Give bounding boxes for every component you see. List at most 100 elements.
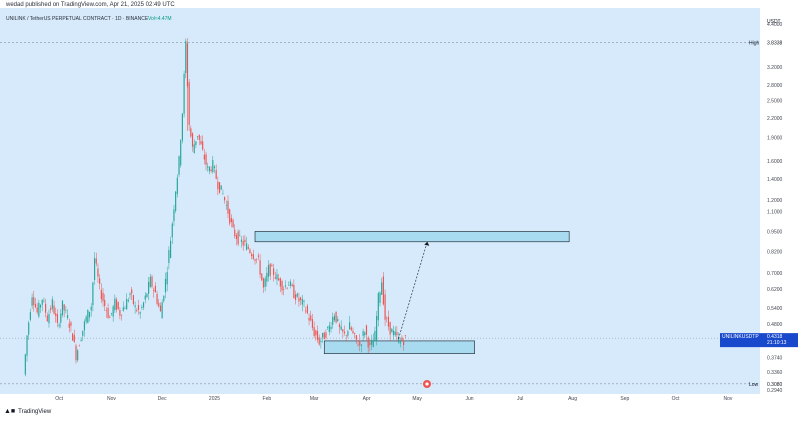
candle-body — [325, 332, 327, 338]
candle-body — [249, 249, 251, 253]
candle-body — [239, 235, 241, 236]
candle-body — [175, 191, 177, 211]
candle-body — [58, 324, 60, 327]
candle-body — [245, 243, 248, 250]
candle-body — [77, 350, 79, 361]
candle-body — [335, 311, 337, 323]
candle-body — [185, 40, 187, 74]
x-tick-label: Mar — [310, 396, 319, 402]
candle-body — [338, 324, 341, 328]
candle-body — [198, 134, 200, 140]
candle-body — [48, 314, 50, 324]
candle-body — [92, 282, 94, 306]
candle-body — [355, 335, 357, 340]
y-tick-label: 0.2940 — [767, 388, 783, 394]
candle-body — [286, 287, 288, 289]
candle-body — [200, 141, 202, 145]
candle-body — [60, 313, 62, 323]
candle-body — [195, 141, 197, 146]
candle-body — [283, 289, 285, 290]
candle-body — [306, 305, 308, 314]
tradingview-icon: ▲■ — [4, 408, 16, 415]
candle-body — [288, 285, 290, 286]
candle-body — [372, 339, 374, 348]
x-tick-label: Sep — [620, 396, 629, 402]
candle-body — [350, 327, 352, 331]
candle-body — [122, 307, 124, 311]
candle-body — [345, 335, 347, 336]
candle-body — [188, 82, 190, 125]
x-tick-label: May — [412, 396, 422, 402]
candle-body — [28, 322, 30, 335]
candle-body — [104, 299, 106, 306]
candle-body — [311, 319, 314, 328]
y-tick-label: 4.4000 — [767, 22, 783, 28]
plot-background — [0, 8, 760, 394]
candle-body — [257, 255, 259, 257]
candle-body — [68, 323, 70, 328]
y-tick-label: 1.6000 — [767, 159, 783, 165]
candle-body — [382, 276, 384, 305]
candle-body — [315, 330, 317, 336]
publish-header: wedad published on TradingView.com, Apr … — [0, 0, 800, 8]
candle-body — [343, 331, 346, 334]
candle-body — [274, 277, 276, 279]
price-chart[interactable]: UNILINK / TetherUS PERPETUAL CONTRACT · … — [0, 8, 800, 422]
candle-body — [313, 327, 315, 336]
candle-body — [82, 330, 84, 336]
projection-arrow-line — [398, 241, 428, 339]
candle-body — [296, 293, 298, 297]
candle-body — [269, 263, 271, 276]
candle-body — [401, 337, 403, 342]
candle-body — [207, 166, 209, 168]
candle-body — [225, 205, 227, 206]
y-tick-label: 1.9000 — [767, 136, 783, 142]
candle-body — [213, 166, 216, 169]
candle-body — [323, 332, 325, 340]
candle-body — [181, 113, 183, 141]
candle-body — [376, 316, 378, 341]
candle-body — [80, 340, 82, 341]
candle-body — [95, 258, 97, 264]
candle-body — [237, 231, 239, 245]
candle-body — [244, 239, 246, 243]
candle-body — [203, 154, 205, 160]
candle-body — [169, 240, 172, 258]
candle-body — [171, 223, 173, 238]
candle-body — [31, 297, 33, 306]
candle-body — [161, 302, 163, 319]
candle-body — [381, 282, 383, 295]
candle-body — [308, 317, 310, 321]
candle-body — [394, 331, 396, 336]
price-tag-bg — [720, 333, 798, 348]
candle-body — [129, 293, 131, 296]
x-tick-label: Feb — [263, 396, 272, 402]
tradingview-logo[interactable]: ▲■ TradingView — [4, 408, 51, 415]
candle-body — [379, 292, 381, 303]
candle-body — [153, 289, 155, 291]
candle-body — [137, 305, 140, 310]
candle-body — [360, 344, 363, 346]
candle-body — [50, 308, 52, 310]
candle-body — [392, 330, 395, 336]
chart-area[interactable]: UNILINK / TetherUS PERPETUAL CONTRACT · … — [0, 8, 800, 422]
high-label: High — [749, 41, 760, 47]
candle-body — [134, 305, 136, 308]
candle-body — [374, 330, 376, 341]
candle-body — [212, 160, 214, 173]
candle-body — [102, 292, 104, 302]
candle-body — [370, 339, 373, 345]
candle-body — [254, 259, 256, 261]
annotation-zones — [0, 42, 760, 385]
candle-body — [342, 329, 344, 332]
brand-name: TradingView — [18, 408, 52, 415]
y-tick-label: 0.9500 — [767, 229, 783, 235]
candle-body — [261, 273, 263, 281]
candle-body — [124, 308, 126, 309]
candle-body — [267, 264, 270, 277]
x-tick-label: Jul — [517, 396, 523, 402]
candle-body — [173, 209, 175, 222]
candle-body — [205, 154, 207, 165]
candle-body — [107, 307, 109, 318]
y-tick-label: 0.5400 — [767, 306, 783, 312]
